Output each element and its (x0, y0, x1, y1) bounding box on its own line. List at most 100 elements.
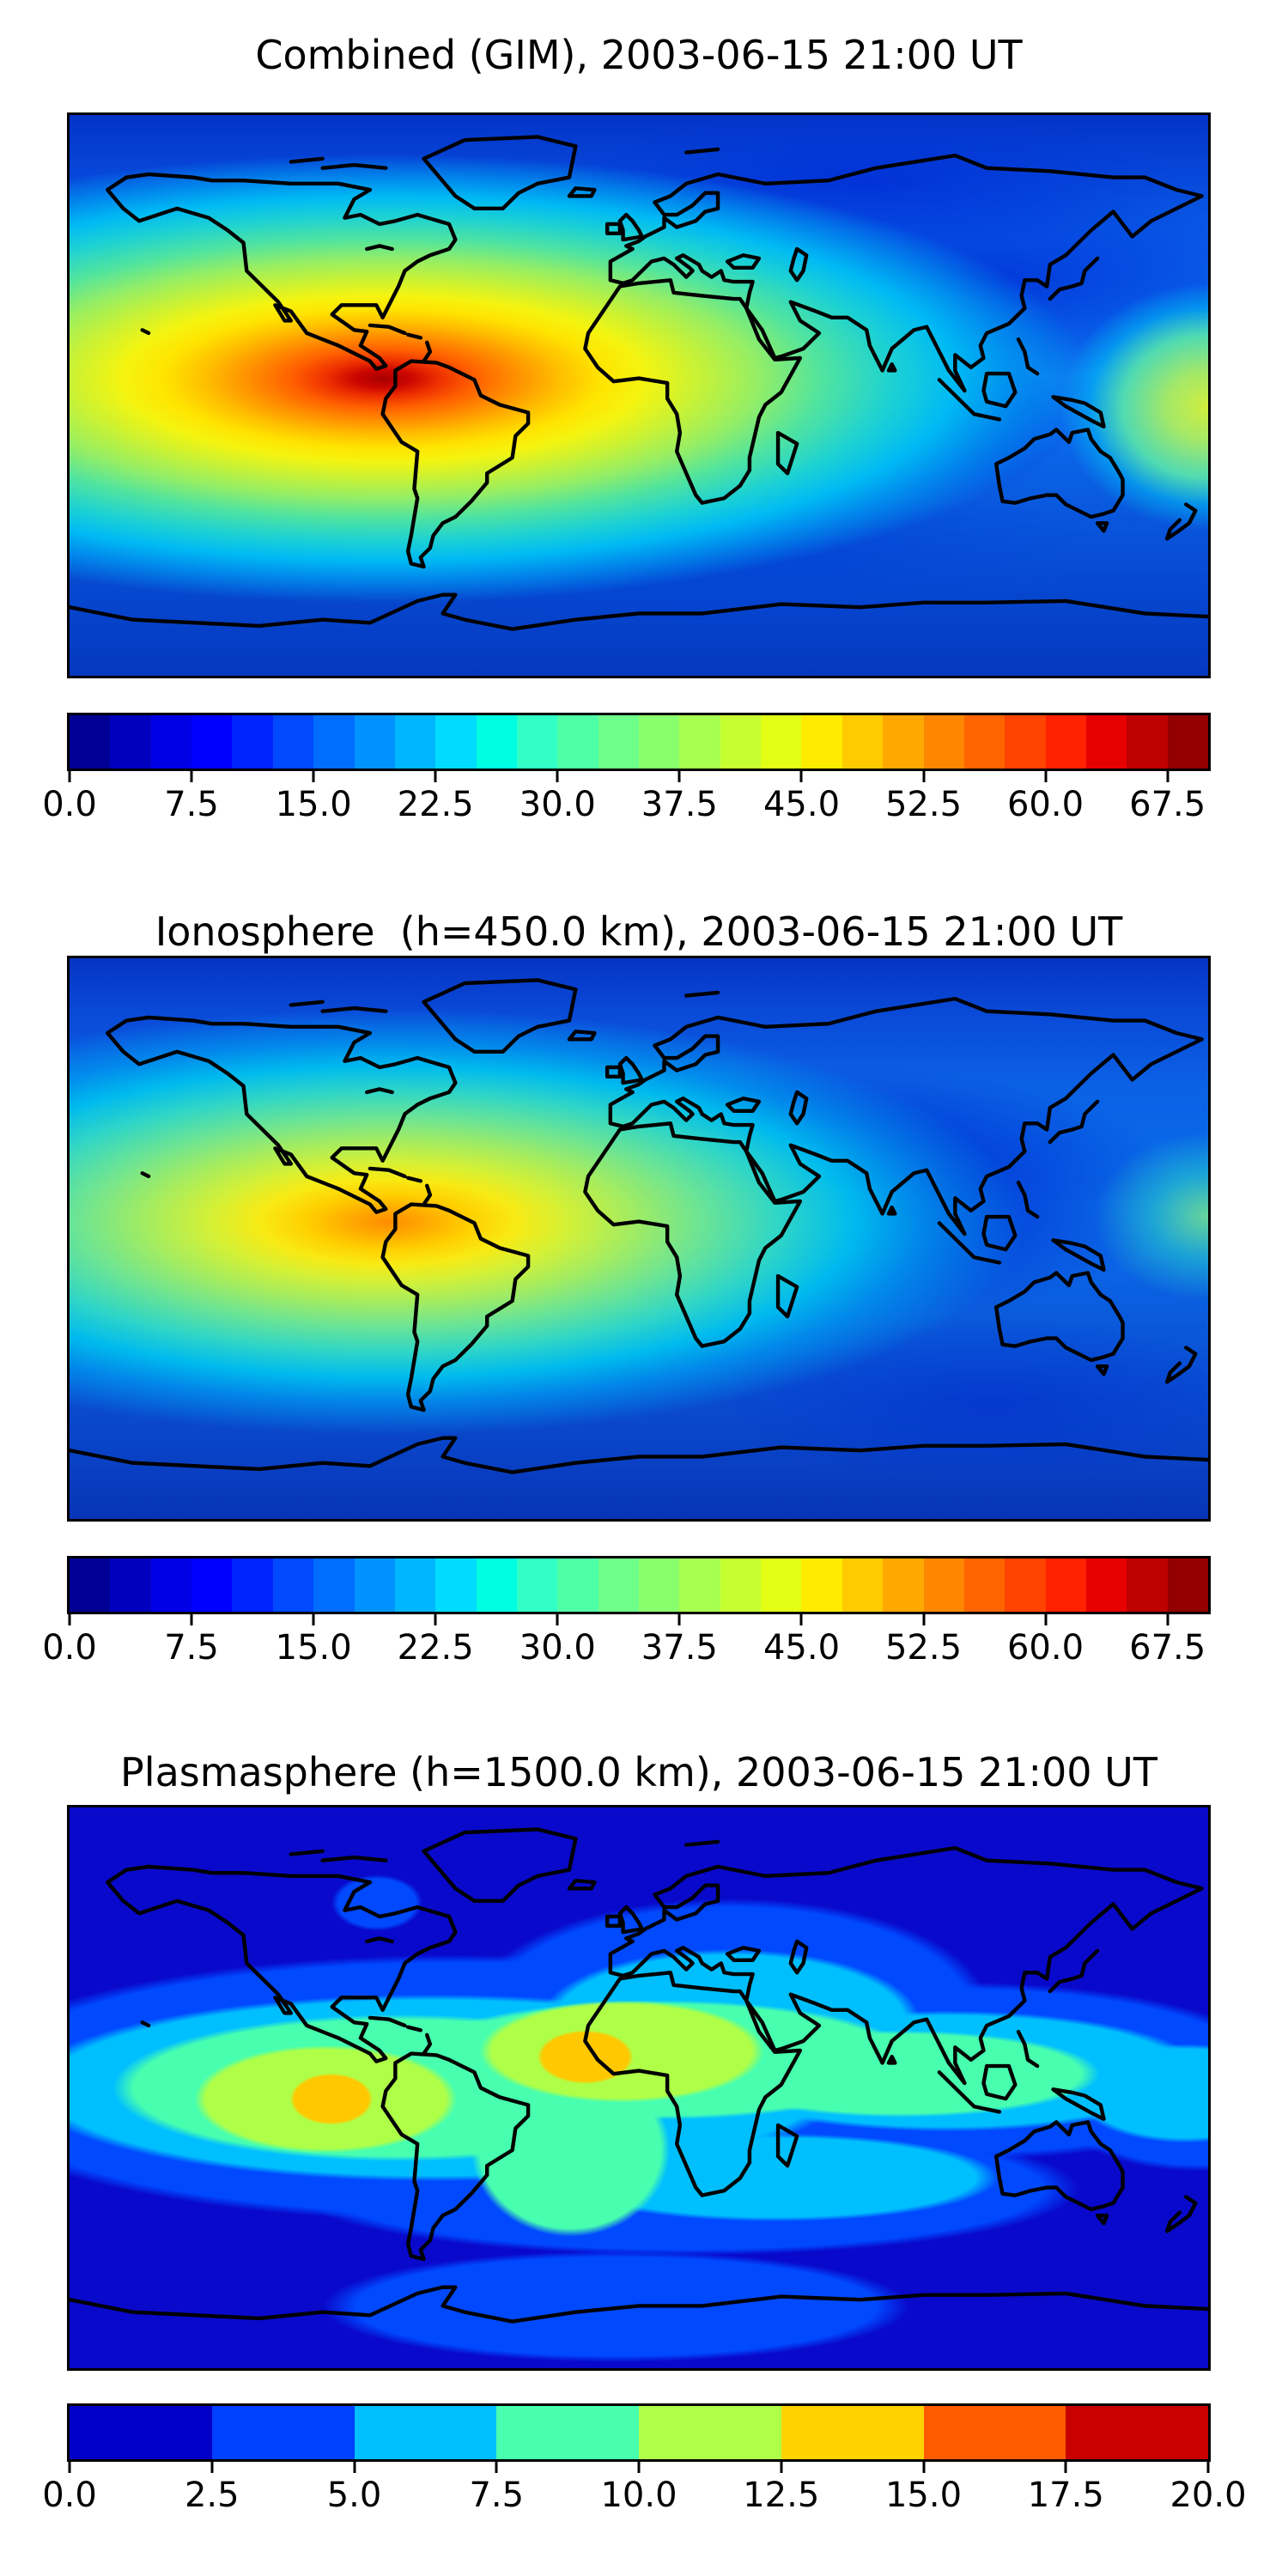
colorbar-segment (191, 1558, 233, 1612)
colorbar-segment (272, 1558, 314, 1612)
colorbar-tick (556, 771, 559, 782)
colorbar-segment (598, 1558, 640, 1612)
colorbar-tick-label: 45.0 (762, 1628, 841, 1668)
colorbar-segment (191, 715, 233, 769)
colorbar-tick-label: 7.5 (164, 1628, 219, 1668)
colorbar-tick (799, 1614, 803, 1625)
panel-title: Ionosphere (h=450.0 km), 2003-06-15 21:0… (155, 908, 1123, 955)
colorbar-tick (312, 771, 315, 782)
colorbar-tick (434, 1614, 437, 1625)
colorbar-segment (639, 1558, 680, 1612)
colorbar-segment (883, 715, 924, 769)
colorbar-segments (70, 1558, 1209, 1612)
colorbar-tick (556, 1614, 559, 1625)
colorbar-tick-label: 67.5 (1129, 1628, 1206, 1668)
colorbar-segment (70, 1558, 111, 1612)
colorbar-tick (637, 2462, 641, 2473)
colorbar-segment (272, 715, 314, 769)
colorbar-segment (1167, 715, 1209, 769)
colorbar-tick (1166, 1614, 1170, 1625)
colorbar-ticks: 0.0 7.5 15.0 22.5 30.0 37.5 45.0 52.5 60.0 67.5 (42, 769, 1208, 824)
panel-title: Plasmasphere (h=1500.0 km), 2003-06-15 2… (120, 1749, 1157, 1795)
colorbar-segment (354, 1558, 395, 1612)
colorbar-tick-label: 10.0 (600, 2476, 677, 2515)
colorbar-tick-label: 22.5 (397, 1628, 474, 1668)
colorbar-segment (211, 2406, 355, 2459)
colorbar-tick-label: 7.5 (469, 2476, 525, 2515)
colorbar-tick-label: 15.0 (275, 785, 352, 824)
colorbar-segment (761, 1558, 802, 1612)
colorbar-tick-label: 12.5 (743, 2476, 820, 2515)
colorbar-tick-label: 60.0 (1006, 1628, 1084, 1668)
colorbar-segment (639, 715, 680, 769)
colorbar-tick (1166, 771, 1170, 782)
colorbar-segment (1085, 1558, 1127, 1612)
colorbar-tick (799, 771, 803, 782)
colorbar-tick (68, 1614, 71, 1625)
colorbar-tick-label: 30.0 (519, 785, 596, 824)
colorbar-segment (720, 1558, 762, 1612)
colorbar-segment (150, 1558, 192, 1612)
colorbar-segment (1045, 715, 1086, 769)
world-map-combined-gim (67, 112, 1211, 678)
colorbar-segment (883, 1558, 924, 1612)
colorbar: 0.0 7.5 15.0 22.5 30.0 37.5 45.0 52.5 60.0 67.5 (42, 713, 1211, 823)
colorbar-tick (677, 1614, 681, 1625)
colorbar-tick-label: 0.0 (42, 1628, 97, 1668)
colorbar-tick-label: 15.0 (884, 2476, 963, 2515)
colorbar-tick (677, 771, 681, 782)
colorbar-tick (353, 2462, 355, 2473)
colorbar-tick-label: 5.0 (326, 2476, 382, 2515)
colorbar-segment (435, 1558, 477, 1612)
colorbar-tick-label: 67.5 (1129, 785, 1206, 824)
colorbar-tick (210, 2462, 214, 2473)
colorbar-segment (923, 2406, 1066, 2459)
colorbar-segment (516, 1558, 558, 1612)
colorbar-tick-label: 7.5 (164, 785, 219, 824)
colorbar-tick-label: 30.0 (519, 1628, 596, 1668)
colorbar-ticks: 0.0 2.5 5.0 7.5 10.0 12.5 15.0 17.5 20.0 (42, 2459, 1247, 2515)
colorbar-tick-label: 60.0 (1006, 785, 1084, 824)
colorbar-segment (394, 1558, 436, 1612)
colorbar-tick (922, 1614, 925, 1625)
colorbar-segment (598, 715, 640, 769)
panel-title: Combined (GIM), 2003-06-15 21:00 UT (255, 32, 1023, 78)
colorbar-segment (70, 2406, 212, 2459)
colorbar-segment (801, 1558, 842, 1612)
colorbar-tick (68, 2462, 71, 2473)
colorbar-tick-label: 20.0 (1170, 2476, 1247, 2515)
colorbar-segment (476, 1558, 517, 1612)
colorbar-tick (190, 1614, 193, 1625)
colorbar-segment (781, 2406, 924, 2459)
world-map-ionosphere (67, 956, 1211, 1522)
colorbar-tick (1206, 2462, 1210, 2473)
colorbar-tick-label: 15.0 (275, 1628, 352, 1668)
colorbar-segment (394, 715, 436, 769)
colorbar-segment (841, 715, 884, 769)
world-map-plasmasphere (67, 1805, 1211, 2371)
colorbar-segment (761, 715, 802, 769)
coastlines-overlay (70, 115, 1208, 676)
colorbar-segment (1127, 1558, 1168, 1612)
colorbar-segment (150, 715, 192, 769)
colorbar: 0.0 2.5 5.0 7.5 10.0 12.5 15.0 17.5 20.0 (42, 2403, 1247, 2514)
colorbar-tick (1064, 2462, 1067, 2473)
colorbar-segment (70, 715, 111, 769)
colorbar-segments (70, 2406, 1208, 2459)
coastlines-overlay (70, 958, 1208, 1519)
colorbar-segment (963, 1558, 1005, 1612)
colorbar-segment (110, 1558, 151, 1612)
colorbar-segment (1167, 1558, 1209, 1612)
colorbar-segment (1005, 715, 1046, 769)
colorbar-segment (679, 1558, 720, 1612)
colorbar-segment (1005, 1558, 1046, 1612)
colorbar-tick-label: 0.0 (42, 2476, 97, 2515)
colorbar-segment (923, 1558, 964, 1612)
colorbar-segment (923, 715, 964, 769)
colorbar-tick (495, 2462, 498, 2473)
coastlines-overlay (70, 1807, 1208, 2368)
colorbar-segment (720, 715, 762, 769)
colorbar-tick-label: 0.0 (42, 785, 97, 824)
colorbar-tick-label: 2.5 (184, 2476, 240, 2515)
